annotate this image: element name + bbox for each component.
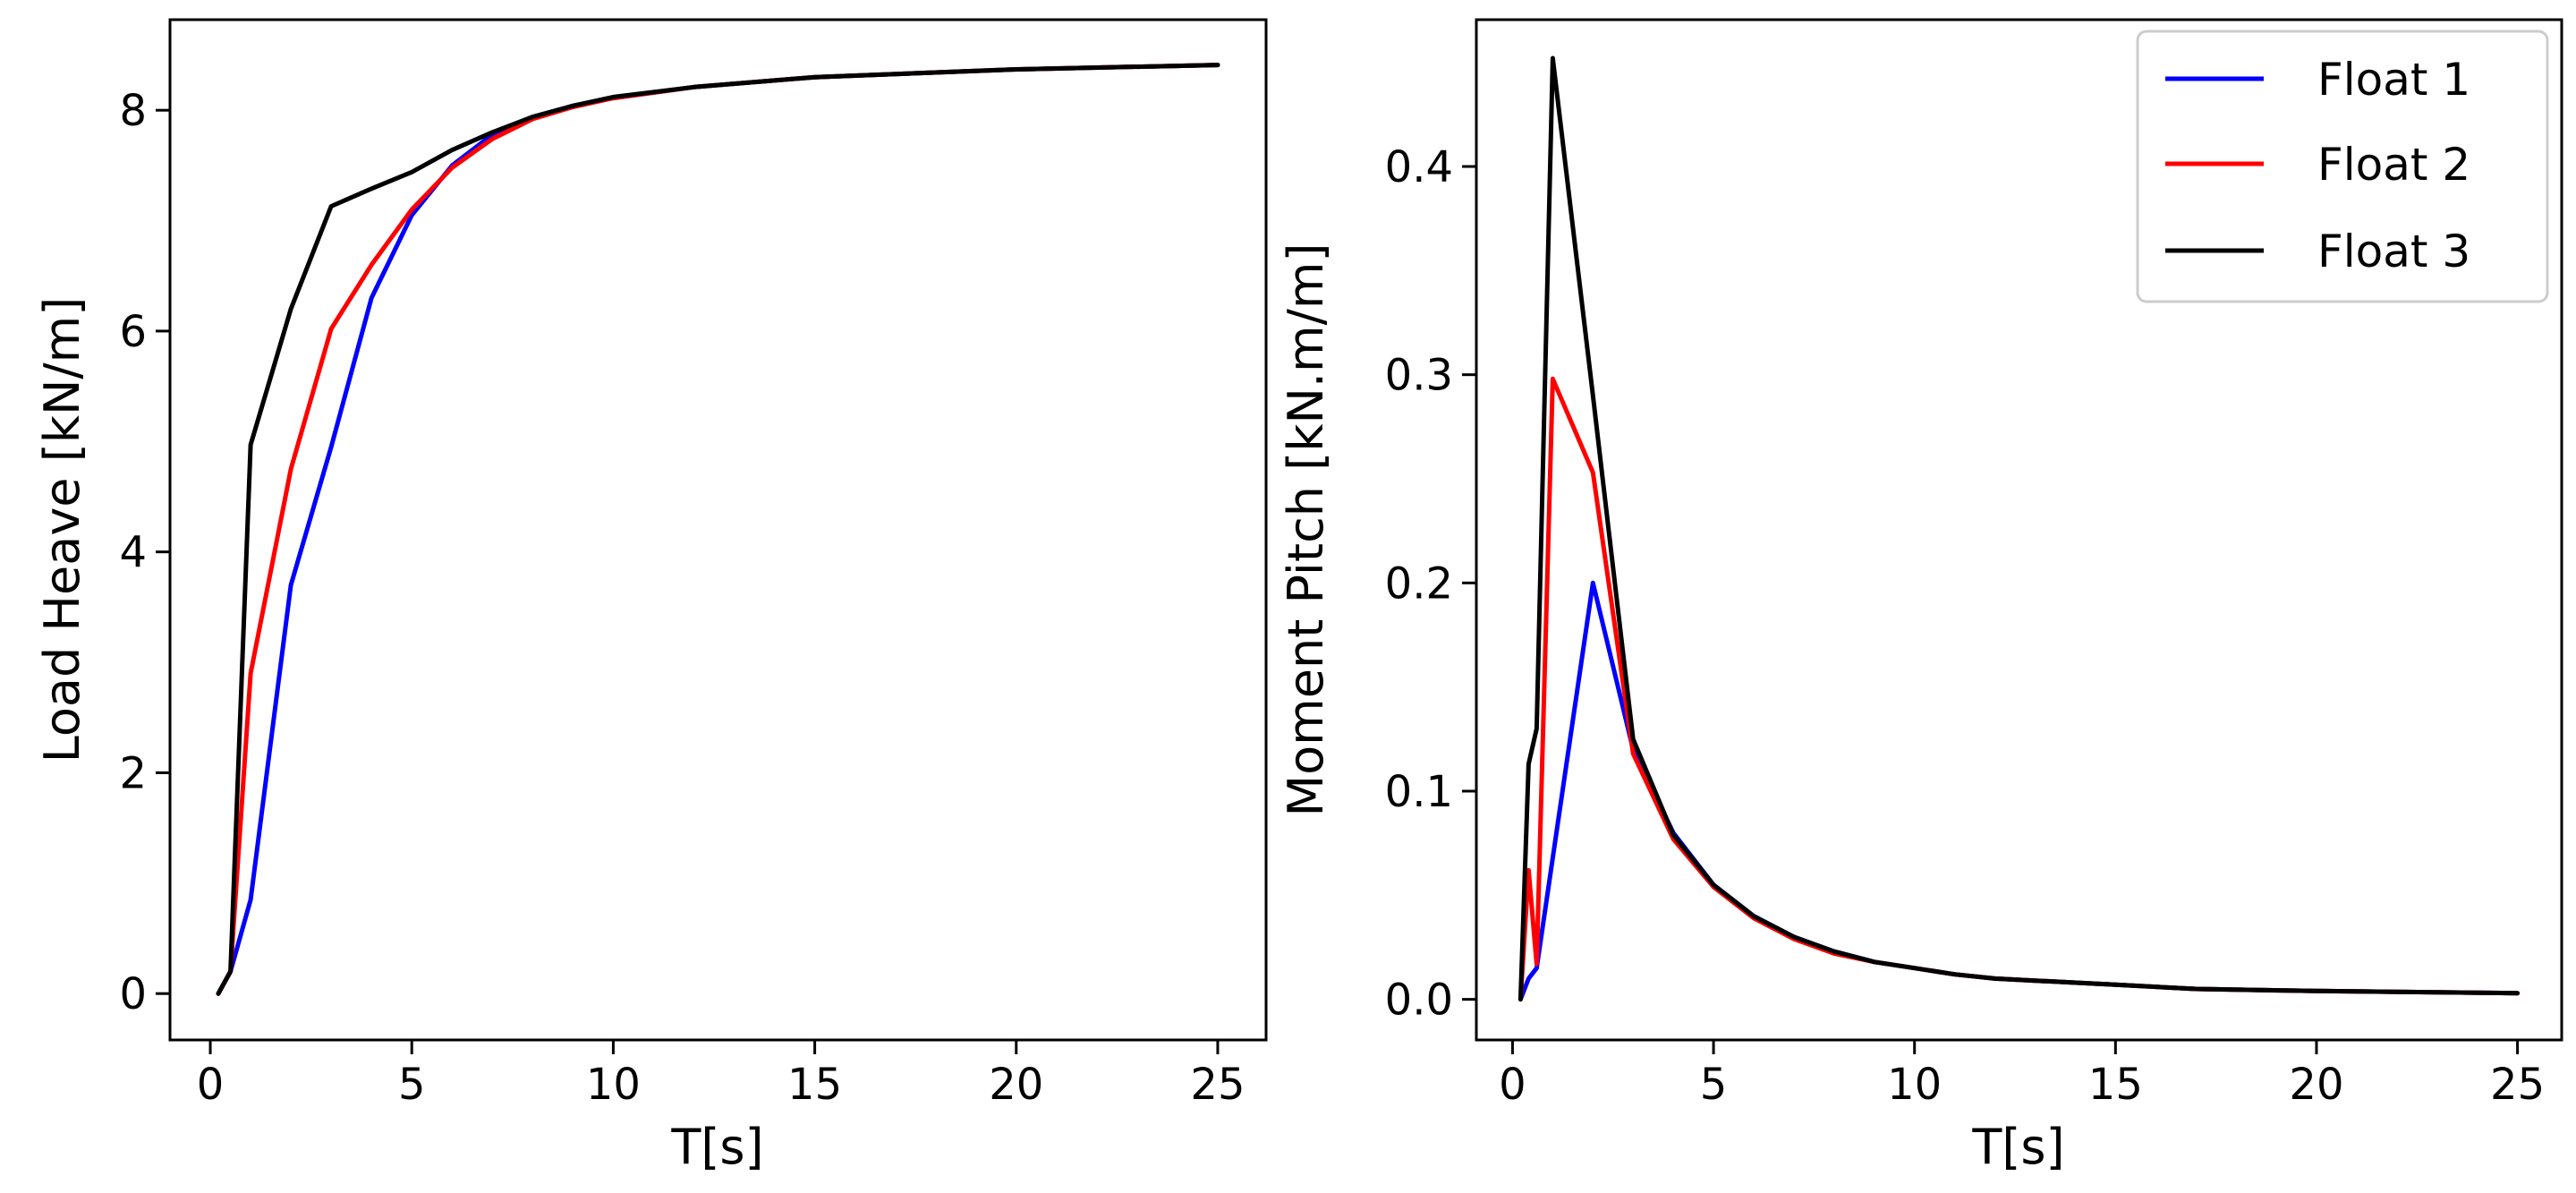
legend-entry-float-2: Float 2 [2165,139,2470,191]
load-heave-chart: 0 5 10 15 20 25 0 2 4 6 8 T[s] Load Heave [kN/m] [34,18,1268,1175]
moment-pitch-x-tick-label: 25 [2490,1060,2545,1110]
load-heave-x-tick-label: 20 [989,1060,1043,1110]
load-heave-y-tick-label: 8 [119,86,147,136]
load-heave-series-float-2 [216,63,1220,996]
moment-pitch-x-tick-label: 10 [1887,1060,1942,1110]
load-heave-y-tick-label: 6 [119,307,147,357]
legend-label-float-3: Float 3 [2317,226,2470,277]
moment-pitch-x-ticks: 0 5 10 15 20 25 [1499,1040,2545,1110]
load-heave-y-tick-label: 4 [119,528,147,578]
load-heave-y-tick-label: 2 [119,748,147,798]
load-heave-y-tick-label: 0 [119,969,147,1019]
load-heave-x-tick-label: 5 [398,1060,426,1110]
legend-label-float-2: Float 2 [2317,139,2470,191]
load-heave-y-axis-label: Load Heave [kN/m] [34,297,90,763]
moment-pitch-y-tick-label: 0.3 [1385,351,1453,401]
moment-pitch-series-layer [1518,55,2521,1002]
load-heave-x-ticks: 0 5 10 15 20 25 [197,1040,1245,1110]
moment-pitch-x-tick-label: 5 [1700,1060,1728,1110]
moment-pitch-x-tick-label: 20 [2289,1060,2343,1110]
load-heave-series-float-1 [216,63,1220,996]
moment-pitch-plot-frame [1475,18,2563,1042]
moment-pitch-y-axis-label: Moment Pitch [kN.m/m] [1278,243,1334,816]
legend-entry-float-1: Float 1 [2165,54,2470,106]
moment-pitch-x-tick-label: 15 [2088,1060,2143,1110]
moment-pitch-x-axis-label: T[s] [1971,1119,2064,1175]
moment-pitch-series-float-3 [1518,55,2521,1002]
load-heave-x-axis-label: T[s] [670,1119,763,1175]
legend-box [2136,30,2549,303]
moment-pitch-y-tick-label: 0.2 [1385,558,1453,609]
load-heave-x-tick-label: 15 [787,1060,842,1110]
moment-pitch-y-ticks: 0.0 0.1 0.2 0.3 0.4 [1385,142,1476,1026]
moment-pitch-y-tick-label: 0.0 [1385,976,1453,1026]
legend-entry-float-3: Float 3 [2165,226,2470,277]
moment-pitch-series-float-2 [1518,376,2521,1002]
load-heave-series-layer [216,63,1220,996]
load-heave-x-tick-label: 10 [586,1060,641,1110]
moment-pitch-legend: Float 1 Float 2 Float 3 [2136,30,2549,303]
load-heave-plot-frame [168,18,1268,1042]
legend-label-float-1: Float 1 [2317,54,2470,106]
moment-pitch-chart: 0 5 10 15 20 25 0.0 0.1 0.2 0.3 0.4 T[s] Moment P… [1278,18,2563,1175]
moment-pitch-y-tick-label: 0.4 [1385,142,1453,192]
load-heave-x-tick-label: 25 [1190,1060,1245,1110]
moment-pitch-series-float-1 [1518,580,2521,1002]
moment-pitch-x-tick-label: 0 [1499,1060,1526,1110]
load-heave-y-ticks: 0 2 4 6 8 [119,86,170,1019]
load-heave-x-tick-label: 0 [197,1060,225,1110]
moment-pitch-y-tick-label: 0.1 [1385,767,1453,817]
load-heave-series-float-3 [216,63,1220,996]
